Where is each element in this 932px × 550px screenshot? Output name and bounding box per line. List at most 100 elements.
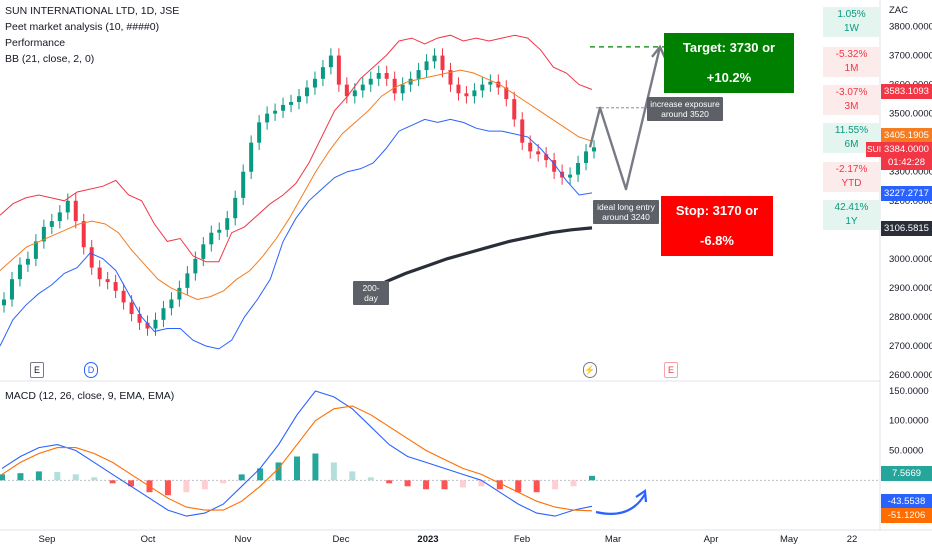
perf-1y-pct: 42.41%	[834, 202, 869, 213]
perf-ytd: -2.17% YTD	[823, 162, 880, 192]
projection-path	[588, 44, 667, 210]
candle-body	[392, 78, 397, 94]
indicator-bb[interactable]: BB (21, close, 2, 0)	[5, 53, 95, 65]
candle-body	[233, 197, 238, 219]
candle-body	[368, 78, 373, 85]
perf-1y-period: 1Y	[845, 216, 858, 227]
time-tick-label: 22	[847, 534, 858, 545]
tag-bb-lower: 3227.2717	[881, 186, 932, 201]
candle-body	[456, 84, 461, 94]
candle-body	[464, 93, 469, 97]
candle-body	[265, 113, 270, 123]
candle-body	[320, 67, 325, 79]
candle-body	[520, 119, 525, 143]
macd-tick-label: 50.0000	[889, 446, 923, 457]
macd-histogram-bar	[54, 471, 61, 481]
perf-1w: 1.05% 1W	[823, 7, 880, 37]
macd-histogram-bar	[128, 480, 135, 487]
bb-lower-line	[0, 118, 593, 350]
tag-macd-line: -43.5538	[881, 494, 932, 509]
macd-histogram-bar	[0, 474, 5, 481]
macd-histogram-bar	[441, 480, 448, 490]
ma200-callout[interactable]: 200-day	[353, 281, 389, 305]
candle-body	[129, 302, 134, 315]
tag-bb-upper: 3583.1093	[881, 84, 932, 99]
macd-tick-label: 100.0000	[889, 416, 929, 427]
candle-body	[488, 81, 493, 85]
tag-macd-hist: 7.5669	[881, 466, 932, 481]
macd-swoosh-arrow	[595, 493, 646, 515]
candle-body	[121, 290, 126, 303]
tag-ticker: SUI	[866, 142, 882, 157]
price-tick-label: 2600.0000	[889, 370, 932, 381]
candle-body	[400, 84, 405, 94]
time-tick-label: 2023	[417, 534, 438, 545]
indicator-peet[interactable]: Peet market analysis (10, ####0)	[5, 21, 160, 33]
candle-body	[504, 87, 509, 100]
price-tick-label: 3800.0000	[889, 22, 932, 33]
candle-body	[552, 160, 557, 172]
candle-body	[576, 163, 581, 175]
bb-upper-line	[0, 34, 593, 263]
macd-histogram-bar	[330, 462, 337, 481]
stop-label[interactable]: Stop: 3170 or -6.8%	[661, 196, 773, 256]
dividend-marker[interactable]: D	[84, 362, 98, 378]
perf-1w-pct: 1.05%	[837, 9, 866, 20]
candle-body	[113, 282, 118, 291]
time-tick-label: May	[780, 534, 798, 545]
future-earnings-marker[interactable]: E	[664, 362, 678, 378]
candle-body	[304, 87, 309, 97]
price-tick-label: 2900.0000	[889, 283, 932, 294]
time-tick-label: Nov	[235, 534, 252, 545]
candle-body	[65, 200, 70, 213]
time-tick-label: Sep	[39, 534, 56, 545]
perf-1m-pct: -5.32%	[835, 49, 868, 60]
ideal-entry-callout[interactable]: ideal long entry around 3240	[593, 200, 659, 224]
macd-histogram-bar	[404, 480, 411, 487]
time-axis[interactable]: Sep Oct Nov Dec 2023 Feb Mar Apr May 22	[0, 529, 932, 545]
macd-histogram-bar	[91, 477, 98, 481]
candle-body	[145, 322, 150, 329]
candle-body	[312, 78, 317, 88]
candle-body	[105, 279, 110, 283]
candle-body	[209, 232, 214, 245]
price-candles	[2, 48, 596, 336]
indicator-performance[interactable]: Performance	[5, 37, 66, 49]
candle-body	[161, 308, 166, 320]
candle-body	[193, 258, 198, 274]
candle-body	[289, 102, 294, 105]
ideal-entry-line1: ideal long entry	[597, 202, 655, 212]
macd-histogram-bar	[220, 480, 227, 484]
macd-histogram-bar	[164, 480, 171, 496]
candle-body	[352, 90, 357, 97]
candle-body	[376, 72, 381, 79]
ma200-curve	[384, 226, 593, 284]
macd-histogram-bar	[183, 480, 190, 493]
macd-histogram-bar	[459, 480, 466, 488]
increase-exposure-callout[interactable]: increase exposure around 3520	[647, 97, 723, 121]
split-lightning-icon[interactable]: ⚡	[583, 362, 597, 378]
macd-histogram-bar	[294, 456, 300, 481]
macd-histogram-bar	[423, 480, 430, 490]
ideal-entry-line2: around 3240	[602, 212, 650, 222]
perf-1m: -5.32% 1M	[823, 47, 880, 77]
time-tick-label: Apr	[704, 534, 719, 545]
perf-6m: 11.55% 6M	[823, 123, 880, 153]
perf-3m-period: 3M	[844, 101, 859, 112]
perf-3m-pct: -3.07%	[835, 87, 868, 98]
target-label[interactable]: Target: 3730 or +10.2%	[664, 33, 794, 93]
candle-body	[480, 84, 485, 91]
macd-line	[1, 390, 593, 517]
candle-body	[536, 151, 541, 155]
increase-exposure-line1: increase exposure	[650, 99, 720, 109]
macd-histogram-bar	[109, 480, 116, 484]
earnings-marker[interactable]: E	[30, 362, 44, 378]
candle-body	[2, 299, 6, 306]
macd-histogram-bar	[478, 480, 485, 487]
indicator-macd[interactable]: MACD (12, 26, close, 9, EMA, EMA)	[5, 390, 175, 402]
candle-body	[57, 212, 62, 222]
time-tick-label: Feb	[514, 534, 530, 545]
price-tick-label: 3000.0000	[889, 254, 932, 265]
macd-histogram-bar	[533, 480, 540, 493]
